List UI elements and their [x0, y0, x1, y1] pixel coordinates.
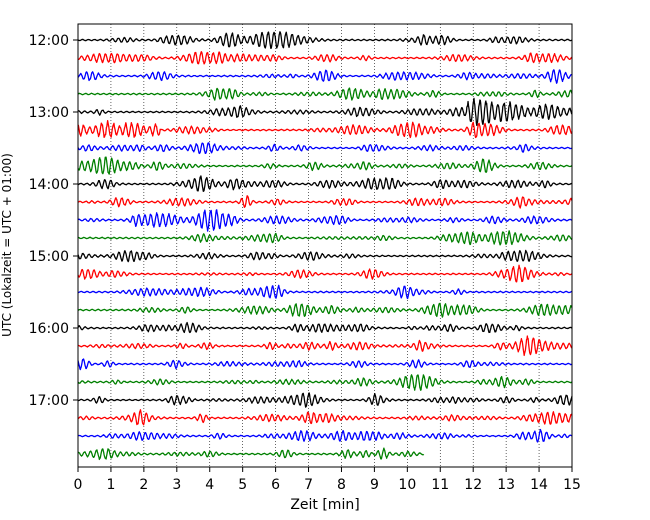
trace-row-15 — [77, 302, 573, 318]
x-tick-12: 12 — [464, 477, 482, 493]
x-tick-11: 11 — [431, 477, 449, 493]
trace-row-20 — [77, 392, 573, 408]
x-axis: 0 1 2 3 4 5 6 7 8 9 10 11 12 13 14 15 — [74, 467, 581, 493]
x-tick-14: 14 — [530, 477, 548, 493]
y-tick-0: 12:00 — [29, 33, 69, 49]
trace-row-13 — [77, 264, 573, 283]
y-tick-5: 17:00 — [29, 393, 69, 409]
trace-row-3 — [77, 87, 573, 101]
x-tick-13: 13 — [497, 477, 515, 493]
trace-row-6 — [77, 142, 573, 155]
trace-row-5 — [77, 120, 573, 139]
trace-row-14 — [77, 284, 573, 300]
x-tick-1: 1 — [106, 477, 115, 493]
x-tick-3: 3 — [172, 477, 181, 493]
x-tick-7: 7 — [304, 477, 313, 493]
plot-frame — [77, 23, 573, 468]
y-tick-3: 15:00 — [29, 249, 69, 265]
x-tick-0: 0 — [74, 477, 83, 493]
x-tick-10: 10 — [398, 477, 416, 493]
trace-row-16 — [77, 321, 573, 334]
trace-row-21 — [77, 409, 573, 426]
trace-row-12 — [77, 249, 573, 263]
y-tick-4: 16:00 — [29, 321, 69, 337]
trace-row-22 — [77, 428, 573, 443]
y-axis: 12:00 13:00 14:00 15:00 16:00 17:00 — [29, 33, 78, 409]
trace-row-2 — [77, 69, 573, 84]
y-tick-2: 14:00 — [29, 177, 69, 193]
trace-row-19 — [77, 374, 573, 391]
trace-row-8 — [77, 175, 573, 192]
x-tick-8: 8 — [337, 477, 346, 493]
x-tick-9: 9 — [370, 477, 379, 493]
x-tick-4: 4 — [205, 477, 214, 493]
x-tick-5: 5 — [238, 477, 247, 493]
trace-row-10 — [77, 209, 573, 232]
trace-row-11 — [77, 230, 573, 246]
x-tick-15: 15 — [563, 477, 581, 493]
trace-row-1 — [77, 51, 573, 65]
y-tick-1: 13:00 — [29, 105, 69, 121]
y-axis-label: UTC (Lokalzeit = UTC + 01:00) — [0, 153, 14, 337]
x-tick-2: 2 — [139, 477, 148, 493]
trace-group — [77, 31, 573, 461]
trace-row-0 — [77, 31, 573, 50]
trace-row-9 — [77, 195, 573, 209]
trace-row-23 — [77, 447, 425, 461]
trace-row-17 — [77, 335, 573, 357]
trace-row-4 — [77, 97, 573, 127]
x-tick-6: 6 — [271, 477, 280, 493]
trace-row-7 — [77, 156, 573, 175]
x-axis-label: Zeit [min] — [290, 497, 359, 513]
trace-row-18 — [77, 358, 573, 371]
